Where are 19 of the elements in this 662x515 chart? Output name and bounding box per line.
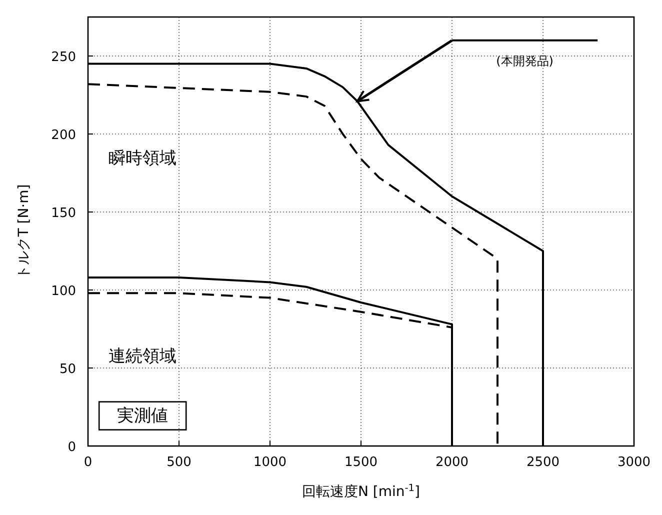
- y-tick-label: 200: [51, 128, 76, 143]
- x-tick-label: 2000: [435, 455, 469, 470]
- y-tick-label: 250: [51, 50, 76, 65]
- x-tick-label: 2500: [526, 455, 560, 470]
- x-tick-label: 3000: [617, 455, 651, 470]
- x-tick-label: 1000: [253, 455, 287, 470]
- y-tick-label: 50: [59, 362, 76, 377]
- x-axis-title: 回転速度N [min$^{-1}$]: [302, 482, 420, 500]
- x-tick-label: 1500: [344, 455, 378, 470]
- x-tick-label: 0: [84, 455, 92, 470]
- y-tick-label: 0: [68, 440, 76, 455]
- y-tick-label: 100: [51, 284, 76, 299]
- y-axis-title: トルクT [N·m]: [16, 184, 32, 279]
- annotation: 連続領域: [108, 346, 177, 367]
- annotation: 瞬時領域: [108, 148, 177, 168]
- y-tick-label: 150: [51, 206, 76, 221]
- x-tick-label: 500: [166, 455, 192, 470]
- annotation: 実測値: [117, 406, 168, 426]
- annotation: (本開発品): [496, 54, 554, 68]
